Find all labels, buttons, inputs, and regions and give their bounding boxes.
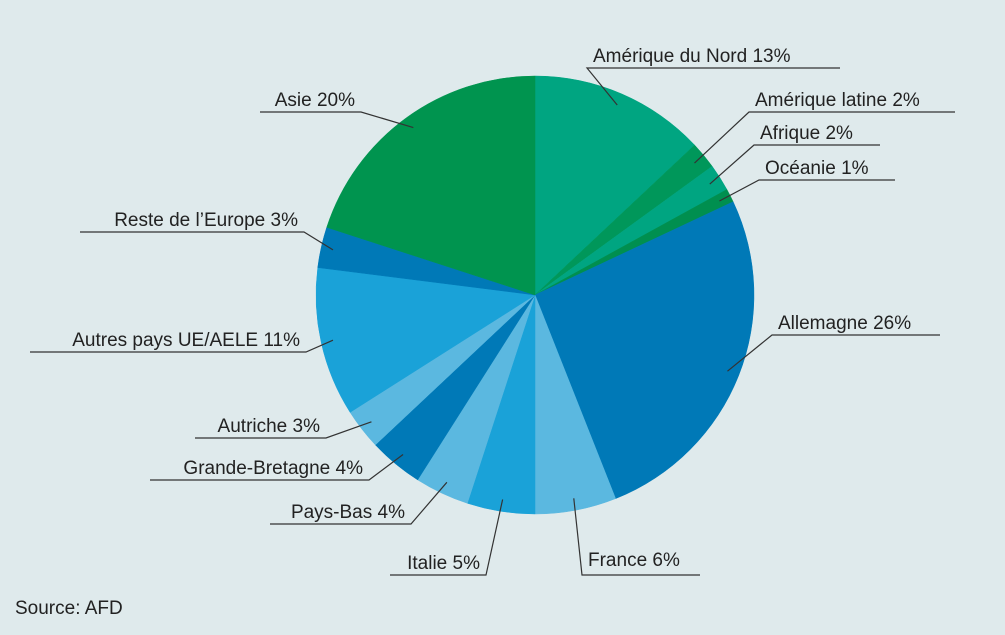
slice-label: Amérique latine 2% <box>755 90 920 111</box>
slice-name: Amérique du Nord <box>593 46 747 67</box>
slice-value-label: 3% <box>293 416 321 437</box>
slice-value-label: 5% <box>453 553 481 574</box>
slice-value-label: 20% <box>317 90 355 111</box>
slice-name: Reste de l’Europe <box>114 210 265 231</box>
leader-line <box>390 499 504 576</box>
slice-name: Allemagne <box>778 313 868 334</box>
leader-line <box>270 481 448 525</box>
slice-name: Afrique <box>760 123 820 144</box>
slice-label: Pays-Bas 4% <box>291 502 405 523</box>
slice-name: France <box>588 550 647 571</box>
leader-line <box>30 339 334 353</box>
slice-label: Amérique du Nord 13% <box>593 46 791 67</box>
slice-name: Italie <box>407 553 447 574</box>
slice-label: Allemagne 26% <box>778 313 911 334</box>
leader-line <box>719 179 895 202</box>
pie-slice <box>534 75 695 296</box>
slice-value-label: 3% <box>271 210 299 231</box>
slice-name: Asie <box>275 90 312 111</box>
slice-name: Océanie <box>765 158 836 179</box>
slice-value-label: 13% <box>752 46 790 67</box>
slice-label: Grande-Bretagne 4% <box>183 458 363 479</box>
slice-label: Asie 20% <box>275 90 355 111</box>
leader-line <box>694 111 955 164</box>
slice-label: Autres pays UE/AELE 11% <box>72 330 300 351</box>
slice-name: Autriche <box>218 416 288 437</box>
slice-label: Afrique 2% <box>760 123 853 144</box>
leader-line <box>150 454 404 481</box>
leader-line <box>80 231 334 251</box>
slice-value-label: 2% <box>825 123 853 144</box>
slice-label: Océanie 1% <box>765 158 869 179</box>
leader-line <box>195 421 372 439</box>
slice-value-label: 4% <box>378 502 406 523</box>
slice-value-label: 26% <box>873 313 911 334</box>
slice-label: Reste de l’Europe 3% <box>114 210 298 231</box>
pie-slice <box>326 75 536 296</box>
pie-slice <box>315 267 536 413</box>
slice-name: Pays-Bas <box>291 502 372 523</box>
slice-value-label: 2% <box>892 90 920 111</box>
leader-line <box>585 67 840 106</box>
slice-name: Grande-Bretagne <box>183 458 330 479</box>
slice-value-label: 4% <box>336 458 364 479</box>
pie-slice <box>534 201 755 499</box>
slice-label: Italie 5% <box>407 553 480 574</box>
slice-label: Autriche 3% <box>218 416 321 437</box>
slice-name: Autres pays UE/AELE <box>72 330 258 351</box>
slice-label: France 6% <box>588 550 680 571</box>
leader-line <box>727 334 940 372</box>
slice-value-label: 11% <box>263 330 300 351</box>
leader-line <box>709 144 880 185</box>
slice-value-label: 6% <box>652 550 680 571</box>
slice-name: Amérique latine <box>755 90 887 111</box>
slice-value-label: 1% <box>841 158 869 179</box>
source: Source: AFD <box>15 598 123 619</box>
leader-line <box>260 111 414 129</box>
leader-line <box>573 498 700 576</box>
